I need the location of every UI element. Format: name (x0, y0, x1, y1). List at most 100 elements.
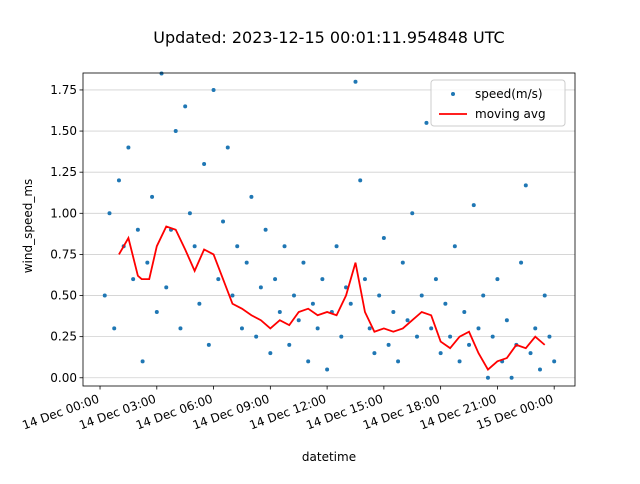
point (310, 301, 315, 306)
point (263, 227, 268, 232)
point (443, 301, 448, 306)
point (211, 87, 216, 92)
point (202, 161, 207, 166)
point (287, 342, 292, 347)
point (452, 244, 457, 249)
point (348, 301, 353, 306)
point (339, 334, 344, 339)
point (216, 277, 221, 282)
point (334, 244, 339, 249)
point (150, 194, 155, 199)
point (438, 351, 443, 356)
point (471, 203, 476, 208)
point (533, 326, 538, 331)
point (315, 326, 320, 331)
point (178, 326, 183, 331)
point (485, 375, 490, 380)
point (414, 334, 419, 339)
point (424, 120, 429, 125)
legend-label: speed(m/s) (475, 87, 543, 101)
point (377, 293, 382, 298)
point (131, 277, 136, 282)
point (344, 285, 349, 290)
point (301, 260, 306, 265)
point (362, 277, 367, 282)
point (183, 104, 188, 109)
point (187, 211, 192, 216)
y-tick-label: 0.50 (50, 289, 77, 303)
y-axis-label: wind_speed_ms (21, 179, 35, 274)
x-axis-label: datetime (302, 450, 356, 464)
chart-title: Updated: 2023-12-15 00:01:11.954848 UTC (153, 28, 504, 47)
point (495, 277, 500, 282)
point (400, 260, 405, 265)
y-tick-label: 0.75 (50, 247, 77, 261)
point (282, 244, 287, 249)
point (225, 145, 230, 150)
point (448, 334, 453, 339)
point (457, 359, 462, 364)
point (523, 183, 528, 188)
point (367, 326, 372, 331)
point (135, 227, 140, 232)
point (433, 277, 438, 282)
point (462, 309, 467, 314)
point (244, 260, 249, 265)
point (419, 293, 424, 298)
point (192, 244, 197, 249)
line (118, 225, 546, 371)
point (296, 318, 301, 323)
point (221, 219, 226, 224)
point (372, 351, 377, 356)
point (164, 285, 169, 290)
point (381, 235, 386, 240)
point (206, 342, 211, 347)
y-tick-label: 1.00 (50, 206, 77, 220)
point (145, 260, 150, 265)
point (325, 367, 330, 372)
y-tick-label: 1.25 (50, 165, 77, 179)
point (410, 211, 415, 216)
point (230, 293, 235, 298)
point (320, 277, 325, 282)
point (140, 359, 145, 364)
point (542, 293, 547, 298)
point (537, 367, 542, 372)
point (504, 318, 509, 323)
point (476, 326, 481, 331)
point (273, 277, 278, 282)
point (197, 301, 202, 306)
point (358, 178, 363, 183)
point (254, 334, 259, 339)
legend-label: moving avg (475, 107, 546, 121)
point (268, 351, 273, 356)
point (528, 351, 533, 356)
y-tick-label: 0.00 (50, 371, 77, 385)
point (429, 326, 434, 331)
point (249, 194, 254, 199)
point (107, 211, 112, 216)
point (391, 309, 396, 314)
point (159, 71, 164, 76)
point (258, 285, 263, 290)
point (547, 334, 552, 339)
legend-marker (451, 92, 455, 96)
point (509, 375, 514, 380)
point (467, 342, 472, 347)
point (126, 145, 131, 150)
plot-frame (82, 72, 576, 387)
point (154, 309, 159, 314)
point (353, 79, 358, 84)
y-tick-label: 0.25 (50, 330, 77, 344)
point (519, 260, 524, 265)
point (291, 293, 296, 298)
point (306, 359, 311, 364)
point (102, 293, 107, 298)
point (173, 129, 178, 134)
point (386, 342, 391, 347)
y-tick-label: 1.75 (50, 83, 77, 97)
point (490, 334, 495, 339)
point (552, 359, 557, 364)
point (112, 326, 117, 331)
